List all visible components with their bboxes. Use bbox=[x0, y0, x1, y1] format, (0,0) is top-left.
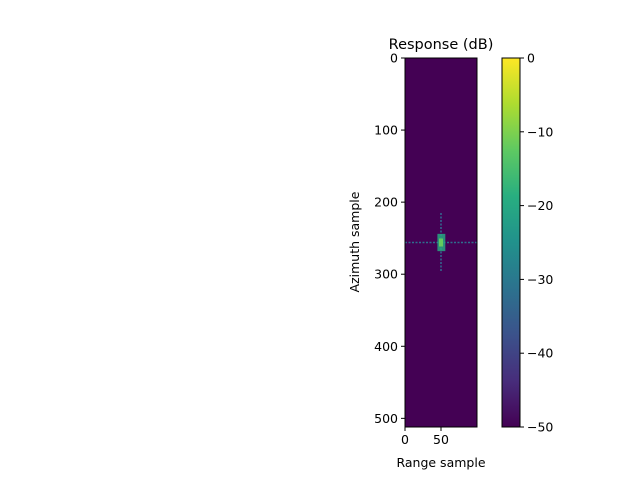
colorbar-tick-label: −40 bbox=[527, 346, 553, 361]
y-tick-label: 500 bbox=[374, 411, 398, 426]
x-tick-label: 50 bbox=[433, 432, 449, 447]
colorbar-tick-label: −50 bbox=[527, 420, 553, 435]
colorbar-tick-label: −30 bbox=[527, 272, 553, 287]
colorbar: 0 −10 −20 −30 −40 −50 bbox=[501, 51, 553, 435]
x-tick-label: 0 bbox=[401, 432, 409, 447]
colorbar-tick-label: 0 bbox=[527, 51, 535, 66]
chart-title: Response (dB) bbox=[389, 37, 494, 53]
y-tick-label: 200 bbox=[374, 195, 398, 210]
heatmap-plot bbox=[404, 57, 478, 428]
peak-core bbox=[439, 238, 443, 247]
colorbar-gradient bbox=[501, 57, 521, 428]
y-tick-label: 0 bbox=[390, 51, 398, 66]
colorbar-tick-label: −10 bbox=[527, 124, 553, 139]
colorbar-tick-label: −20 bbox=[527, 198, 553, 213]
x-axis-label: Range sample bbox=[396, 455, 485, 470]
y-axis-label: Azimuth sample bbox=[347, 191, 362, 292]
y-tick-label: 300 bbox=[374, 267, 398, 282]
y-tick-label: 100 bbox=[374, 123, 398, 138]
y-tick-label: 400 bbox=[374, 339, 398, 354]
